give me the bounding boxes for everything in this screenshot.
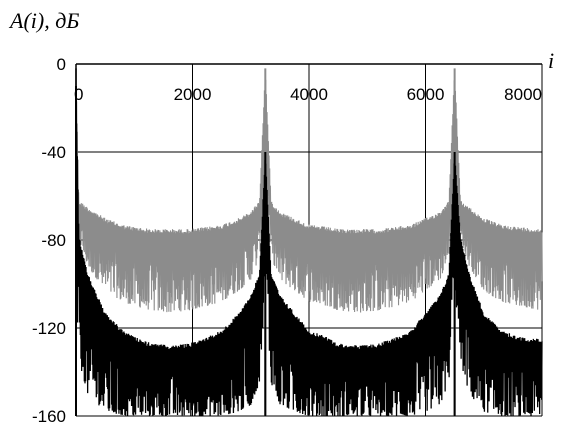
- x-tick-label: 8000: [504, 85, 542, 104]
- series-line-1: [75, 71, 543, 313]
- series-line-2: [75, 87, 543, 417]
- tick-labels: 0 -40 -80 -120 -160 0 2000 4000 6000 8000: [32, 55, 542, 426]
- y-tick-label: -160: [32, 407, 66, 426]
- x-tick-label: 2000: [174, 85, 212, 104]
- x-tick-label: 0: [74, 85, 83, 104]
- x-tick-label: 4000: [290, 85, 328, 104]
- y-tick-label: 0: [57, 55, 66, 74]
- x-tick-label: 6000: [407, 85, 445, 104]
- axes: [75, 63, 542, 416]
- x-axis-label: i: [548, 48, 554, 73]
- y-tick-label: -40: [41, 143, 66, 162]
- y-axis-label: A(i), дБ: [8, 8, 79, 33]
- y-tick-label: -80: [41, 231, 66, 250]
- y-tick-label: -120: [32, 319, 66, 338]
